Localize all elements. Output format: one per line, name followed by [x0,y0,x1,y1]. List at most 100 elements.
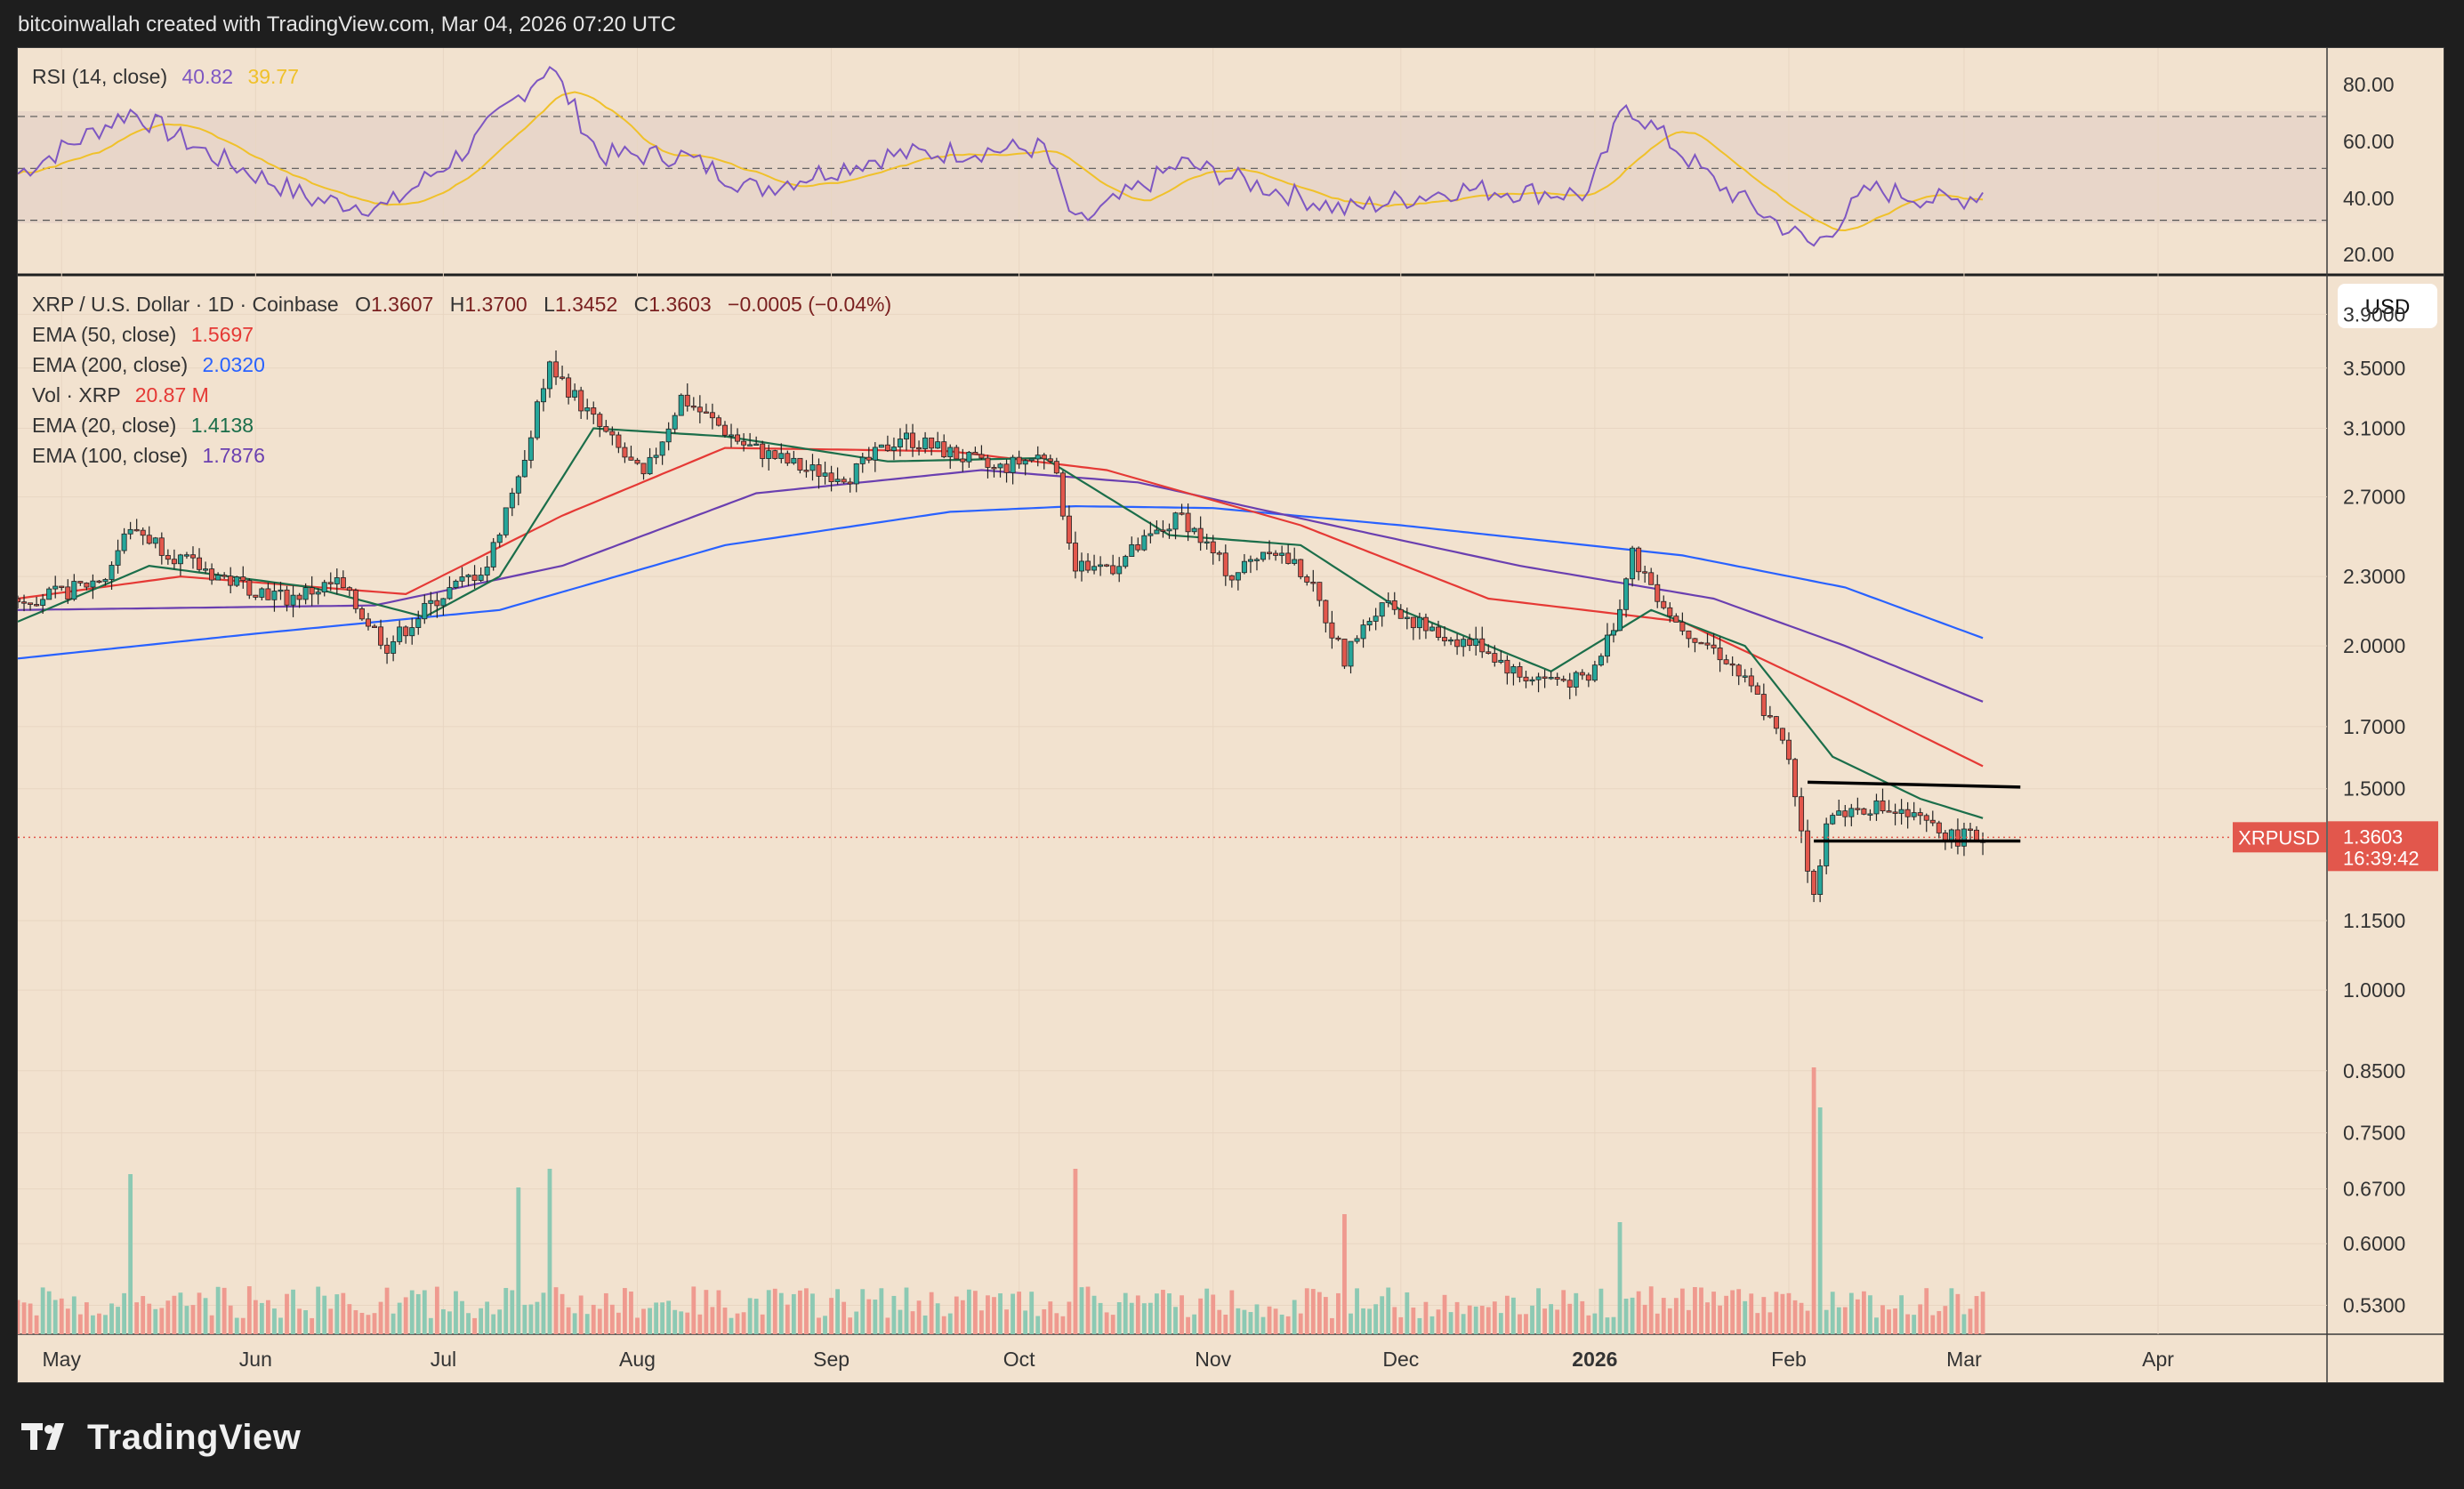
volume-bar [947,1313,953,1334]
volume-bar [841,1301,847,1334]
candle-body [665,428,672,443]
volume-bar [641,1308,646,1334]
volume-bar [979,1310,984,1334]
volume-bar [572,1313,577,1334]
volume-bar [359,1312,365,1334]
candle-body [747,444,753,447]
price-axis-label: 1.7000 [2343,715,2405,738]
volume-bar [1974,1296,1979,1334]
volume-bar [1805,1310,1810,1334]
currency-button[interactable] [2338,284,2437,328]
volume-bar [1467,1305,1472,1334]
volume-bar [1504,1295,1510,1334]
candle-body [703,411,709,414]
candle-body [729,434,735,437]
volume-bar [1091,1295,1097,1334]
volume-bar [172,1295,177,1334]
volume-bar [1561,1290,1566,1334]
volume-bar [766,1290,771,1334]
chart-frame[interactable]: RSI (14, close) 40.82 39.77 XRP / U.S. D… [17,47,2444,1383]
candle-body [197,557,203,570]
candle-body [403,626,409,637]
candle-body [1323,600,1329,624]
candle-body [46,588,52,600]
candle-body [189,554,196,559]
rsi-scale-label: 40.00 [2343,187,2395,210]
volume-bar [1874,1317,1879,1334]
volume-bar [1298,1313,1303,1334]
volume-bar [1380,1296,1385,1334]
candle-body [1886,810,1892,813]
volume-bar [1918,1304,1923,1334]
time-axis-label: Nov [1195,1348,1231,1371]
volume-bar [916,1300,922,1334]
candle-body [972,452,978,455]
trendline [1808,780,2021,789]
chart-canvas[interactable]: RSI (14, close) 40.82 39.77 XRP / U.S. D… [18,48,2444,1382]
candle-body [1410,616,1416,629]
candle-body [647,456,653,475]
volume-bar [992,1297,996,1334]
indicator-ema50[interactable]: EMA (50, close) 1.5697 [32,323,254,346]
candle-body [1185,512,1191,533]
rsi-scale-label: 20.00 [2343,243,2395,266]
volume-bar [848,1317,853,1334]
tag-price: 1.3603 [2343,825,2403,848]
volume-bar [1054,1313,1059,1334]
candle-body [1923,815,1929,821]
candle-body [59,585,65,588]
candle-body [1448,639,1454,642]
trendlines[interactable] [1808,780,2021,843]
indicator-ema20[interactable]: EMA (20, close) 1.4138 [32,414,254,437]
candle-body [1348,640,1354,667]
volume-bar [1079,1287,1084,1334]
candle-body [496,534,503,543]
price-axis-label: 0.8500 [2343,1059,2405,1083]
volume-bar [1273,1308,1278,1334]
candle-body [165,555,171,560]
volume-bar [1392,1307,1397,1334]
candle-body [1216,552,1222,555]
candle-body [947,447,954,458]
volume-bar [1693,1286,1697,1334]
volume-bar [1893,1308,1897,1334]
volume-bar [134,1302,140,1334]
volume-bar [285,1293,289,1334]
candle-body [115,550,121,566]
volume-bar [741,1312,746,1334]
volume-bar [159,1308,165,1334]
indicator-ema100[interactable]: EMA (100, close) 1.7876 [32,444,265,467]
candle-body [1824,823,1830,866]
candle-body [1129,543,1135,557]
volume-bar [1679,1288,1685,1334]
candle-body [1385,600,1391,604]
candle-body [28,602,34,605]
candle-body [1548,677,1554,680]
time-axis-label: Apr [2142,1348,2174,1371]
candle-body [1735,664,1742,677]
indicator-volume[interactable]: Vol · XRP 20.87 M [32,383,209,406]
time-axis-label: Dec [1382,1348,1419,1371]
candle-body [1172,512,1179,530]
volume-bar [372,1313,377,1334]
candle-body [1767,715,1773,718]
candle-body [966,452,972,463]
volume-bar [440,1308,446,1334]
volume-bar [391,1313,396,1334]
volume-bar [660,1302,665,1334]
candle-body [109,565,115,580]
candle-body [465,575,471,577]
candle-body [1742,675,1748,678]
indicator-ema200[interactable]: EMA (200, close) 2.0320 [32,353,265,376]
volume-bar [190,1305,196,1334]
candle-body [228,575,234,586]
volume-bar [77,1314,83,1334]
volume-bar [1355,1288,1359,1334]
volume-bar [1367,1308,1373,1334]
candle-body [146,535,152,544]
candle-body [1954,829,1961,847]
ema-lines [18,427,1984,819]
volume-bar [1436,1309,1441,1334]
volume-bar [541,1292,546,1334]
current-price-tag: XRPUSD 1.3603 16:39:42 [2233,821,2438,872]
